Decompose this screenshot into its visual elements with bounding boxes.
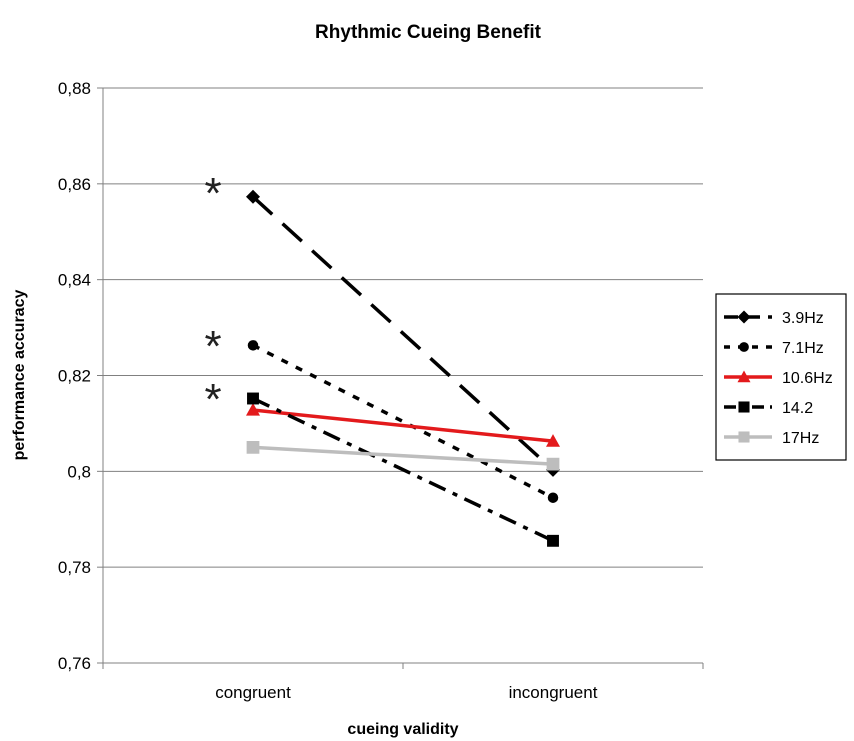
series-10-6hz [246,403,560,447]
data-point-marker [739,342,749,352]
significance-asterisk: * [204,169,221,218]
legend-item: 3.9Hz [724,310,824,327]
y-tick-label: 0,86 [58,175,91,194]
legend-label: 17Hz [782,430,819,447]
legend-label: 3.9Hz [782,310,824,327]
x-tick-labels: congruent incongruent [215,683,598,702]
significance-asterisk: * [204,322,221,371]
data-point-marker [247,340,259,351]
series-line [252,408,554,443]
series-3-9hz [246,189,560,477]
chart-title: Rhythmic Cueing Benefit [315,22,542,43]
series-line [252,445,554,466]
data-point-marker [547,492,559,503]
legend-label: 14.2 [782,400,813,417]
significance-annotations: *** [204,169,221,424]
legend: 3.9Hz 7.1Hz 10.6Hz 14.2 17Hz [715,293,847,461]
y-tick-label: 0,76 [58,654,91,673]
data-point-marker [546,457,560,471]
y-tick-label: 0,84 [58,271,91,290]
data-point-marker [738,431,750,443]
x-tick-label: incongruent [509,683,598,702]
legend-item: 17Hz [724,430,819,447]
series-7-1hz [247,340,559,503]
data-point-marker [737,310,751,324]
x-axis-label: cueing validity [347,721,458,738]
y-tick-label: 0,8 [67,462,91,481]
data-point-marker [246,189,260,204]
data-point-marker [247,392,259,405]
legend-label: 7.1Hz [782,340,824,357]
y-tick-labels: 0,76 0,78 0,8 0,82 0,84 0,86 0,88 [58,79,91,673]
series-17hz [246,441,560,471]
y-axis-label: performance accuracy [11,290,28,461]
legend-item: 7.1Hz [724,340,824,357]
x-tick-label: congruent [215,683,291,702]
series-line [251,195,555,472]
series-14-2 [247,392,559,547]
legend-item: 10.6Hz [724,370,833,387]
y-tick-label: 0,88 [58,79,91,98]
data-point-marker [738,401,750,413]
data-point-marker [246,441,260,454]
data-point-marker [546,434,560,447]
y-tick-label: 0,82 [58,367,91,386]
data-point-marker [737,370,751,383]
data-point-marker [547,534,559,547]
y-tick-label: 0,78 [58,558,91,577]
axes [97,87,704,669]
data-series [246,189,560,547]
data-point-marker [246,403,260,416]
gridlines [103,87,703,568]
legend-label: 10.6Hz [782,370,833,387]
series-line [252,396,554,543]
significance-asterisk: * [204,375,221,424]
legend-item: 14.2 [724,400,813,417]
